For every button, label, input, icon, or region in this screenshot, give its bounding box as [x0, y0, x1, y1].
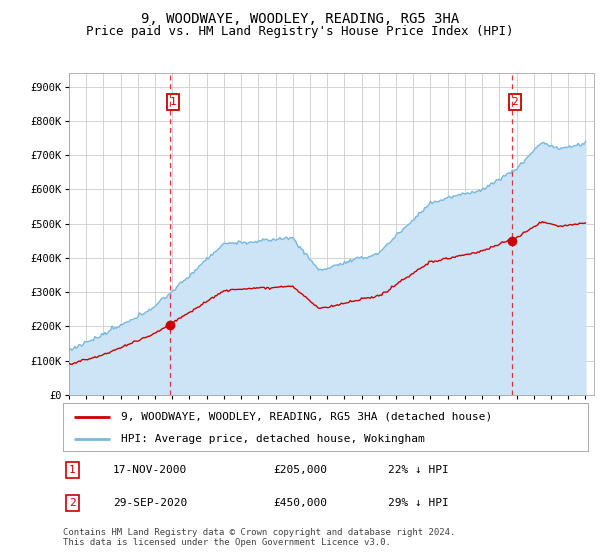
- Text: £450,000: £450,000: [273, 498, 327, 508]
- Text: 22% ↓ HPI: 22% ↓ HPI: [389, 465, 449, 475]
- Text: Price paid vs. HM Land Registry's House Price Index (HPI): Price paid vs. HM Land Registry's House …: [86, 25, 514, 38]
- Text: 1: 1: [69, 465, 76, 475]
- Text: 2: 2: [69, 498, 76, 508]
- Text: 17-NOV-2000: 17-NOV-2000: [113, 465, 187, 475]
- Text: HPI: Average price, detached house, Wokingham: HPI: Average price, detached house, Woki…: [121, 434, 425, 444]
- Text: 9, WOODWAYE, WOODLEY, READING, RG5 3HA: 9, WOODWAYE, WOODLEY, READING, RG5 3HA: [141, 12, 459, 26]
- Text: 2: 2: [511, 97, 518, 107]
- Text: £205,000: £205,000: [273, 465, 327, 475]
- Text: Contains HM Land Registry data © Crown copyright and database right 2024.
This d: Contains HM Land Registry data © Crown c…: [63, 528, 455, 547]
- Text: 1: 1: [169, 97, 176, 107]
- Text: 29% ↓ HPI: 29% ↓ HPI: [389, 498, 449, 508]
- Text: 29-SEP-2020: 29-SEP-2020: [113, 498, 187, 508]
- Text: 9, WOODWAYE, WOODLEY, READING, RG5 3HA (detached house): 9, WOODWAYE, WOODLEY, READING, RG5 3HA (…: [121, 412, 492, 422]
